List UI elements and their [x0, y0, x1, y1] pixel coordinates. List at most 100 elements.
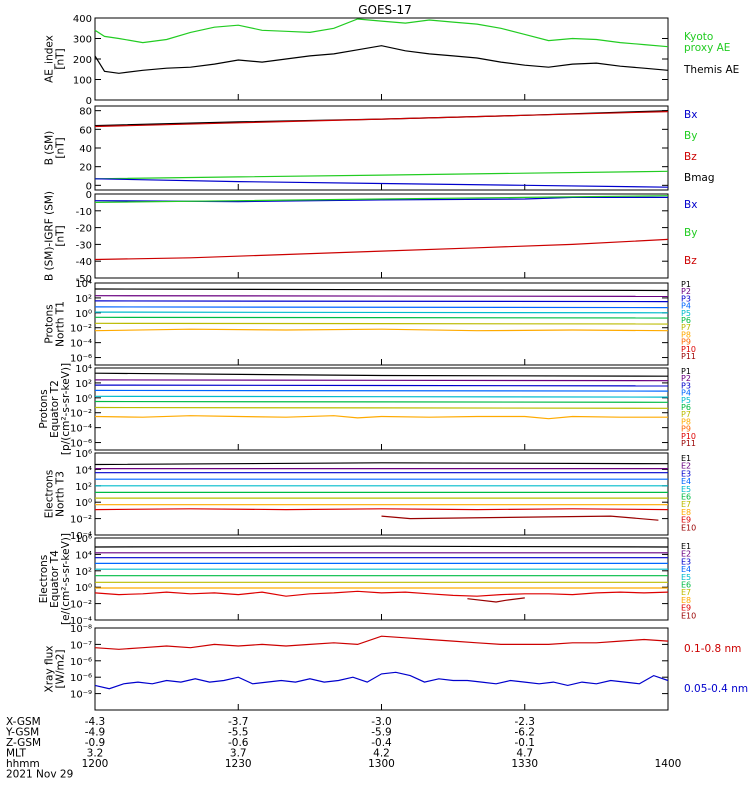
series-line-p4	[94, 389, 669, 392]
legend-entry: E2	[681, 462, 691, 471]
legend-entry: E10	[681, 523, 696, 532]
panel-7: 10⁶ 10⁴ 10² 10⁰ 10⁻² 10⁻⁴ Electrons Equator T4[…	[38, 533, 696, 627]
series-line-e1	[94, 462, 669, 466]
legend-entry: Bz	[684, 255, 697, 267]
legend-entry: P6	[681, 316, 691, 325]
legend-entry: E7	[681, 588, 691, 597]
legend-entry: proxy AE	[684, 42, 730, 54]
ephemeris-value: 1230	[225, 758, 252, 770]
y-axis-label: Protons	[44, 304, 56, 343]
legend-entry: E4	[681, 565, 691, 574]
legend-entry: P1	[681, 367, 691, 376]
panel-frame	[94, 193, 669, 279]
series-line-bz	[94, 238, 669, 261]
legend-entry: E8	[681, 508, 691, 517]
y-axis-label: Electrons	[44, 470, 56, 519]
legend-entry: E8	[681, 596, 691, 605]
y-tick-label: 10⁻⁸	[70, 624, 92, 635]
legend-entry: E7	[681, 500, 691, 509]
series-line-by	[94, 195, 669, 203]
date-label: 2021 Nov 29	[6, 769, 73, 781]
y-tick-label: 300	[73, 35, 92, 46]
y-tick-label: 10⁻⁴	[70, 531, 92, 542]
y-axis-label: [e/(cm²-s-sr-keV)]	[60, 533, 72, 625]
series-line-p2	[94, 379, 669, 382]
series-line-e9	[94, 590, 669, 597]
y-axis-label: B (SM)-IGRF (SM)	[44, 191, 56, 281]
panel-4: 10⁴ 10² 10⁰ 10⁻² 10⁻⁴ 10⁻⁶ Protons North T1 P1P2…	[44, 279, 696, 366]
legend-entry: E1	[681, 454, 691, 463]
ephemeris-value: -0.6	[228, 737, 249, 749]
legend-entry: P10	[681, 432, 696, 441]
series-line-themis-ae	[94, 45, 669, 74]
y-tick-label: 10⁴	[75, 279, 92, 290]
y-tick-label: 10⁻⁴	[70, 339, 92, 350]
y-tick-label: 10⁻⁶	[70, 657, 92, 668]
legend-entry: E2	[681, 550, 691, 559]
legend-entry: P7	[681, 410, 691, 419]
legend-entry: E6	[681, 581, 691, 590]
y-tick-label: 10⁰	[75, 309, 92, 320]
y-axis-label: Equator T4	[49, 550, 61, 608]
y-tick-label: 10⁻⁶	[70, 673, 92, 684]
legend-entry: 0.1-0.8 nm	[684, 643, 741, 655]
y-tick-label: 100	[73, 76, 92, 87]
y-tick-label: 10²	[75, 482, 92, 493]
y-tick-label: 10⁻⁶	[70, 354, 92, 365]
panel-frame	[94, 452, 669, 536]
series-line-e10	[467, 597, 525, 603]
legend-entry: P11	[681, 439, 696, 448]
y-tick-label: -50	[76, 274, 92, 285]
y-tick-label: 10⁻⁹	[70, 690, 92, 701]
y-axis-label: Protons	[38, 389, 50, 428]
panel-frame	[94, 627, 669, 711]
ephemeris-value: -0.1	[515, 737, 536, 749]
series-line-0-1-0-8-nm	[94, 635, 669, 650]
y-tick-label: -30	[76, 240, 92, 251]
series-line-p3	[94, 384, 669, 387]
y-axis-label: [W/m2]	[55, 649, 67, 688]
ephemeris-row-label: hhmm	[6, 758, 40, 770]
legend-entry: P4	[681, 389, 691, 398]
y-tick-label: 10⁶	[75, 449, 92, 460]
series-line-p7	[94, 322, 669, 325]
ephemeris-value: 1200	[82, 758, 109, 770]
legend-entry: P3	[681, 381, 691, 390]
y-tick-label: 20	[79, 163, 92, 174]
ephemeris-value: 1330	[511, 758, 538, 770]
ephemeris-value: 3.2	[87, 748, 104, 760]
legend-entry: Bz	[684, 151, 697, 163]
legend-entry: P2	[681, 374, 691, 383]
legend-entry: E6	[681, 493, 691, 502]
ephemeris-value: 4.2	[373, 748, 390, 760]
y-axis-label: B (SM)	[44, 131, 56, 165]
ephemeris-row-label: Z-GSM	[6, 737, 41, 749]
legend-entry: P1	[681, 280, 691, 289]
legend-entry: 0.05-0.4 nm	[684, 683, 748, 695]
legend-entry: E10	[681, 611, 696, 620]
ephemeris-value: -3.0	[371, 716, 392, 728]
legend-entry: E3	[681, 469, 691, 478]
series-line-by	[94, 170, 669, 180]
ephemeris-value: 4.7	[516, 748, 533, 760]
ephemeris-value: -0.9	[85, 737, 106, 749]
ephemeris-value: -4.9	[85, 727, 106, 739]
y-tick-label: -20	[76, 224, 92, 235]
y-tick-label: 200	[73, 55, 92, 66]
y-tick-label: 10⁻²	[70, 409, 92, 420]
y-tick-label: 0	[86, 181, 92, 192]
y-tick-label: 10⁴	[75, 364, 92, 375]
y-axis-label: [nT]	[55, 225, 67, 246]
y-tick-label: 10⁴	[75, 465, 92, 476]
legend-entry: P8	[681, 330, 691, 339]
y-axis-label: North T3	[55, 471, 67, 517]
y-axis-label: [p/(cm²-s-sr-keV)]	[60, 363, 72, 455]
legend-entry: P10	[681, 345, 696, 354]
y-tick-label: 10⁻²	[70, 324, 92, 335]
series-line-p6	[94, 400, 669, 403]
series-line-p5	[94, 395, 669, 398]
y-tick-label: 10⁻⁴	[70, 616, 92, 627]
ephemeris-value: 1400	[655, 758, 682, 770]
